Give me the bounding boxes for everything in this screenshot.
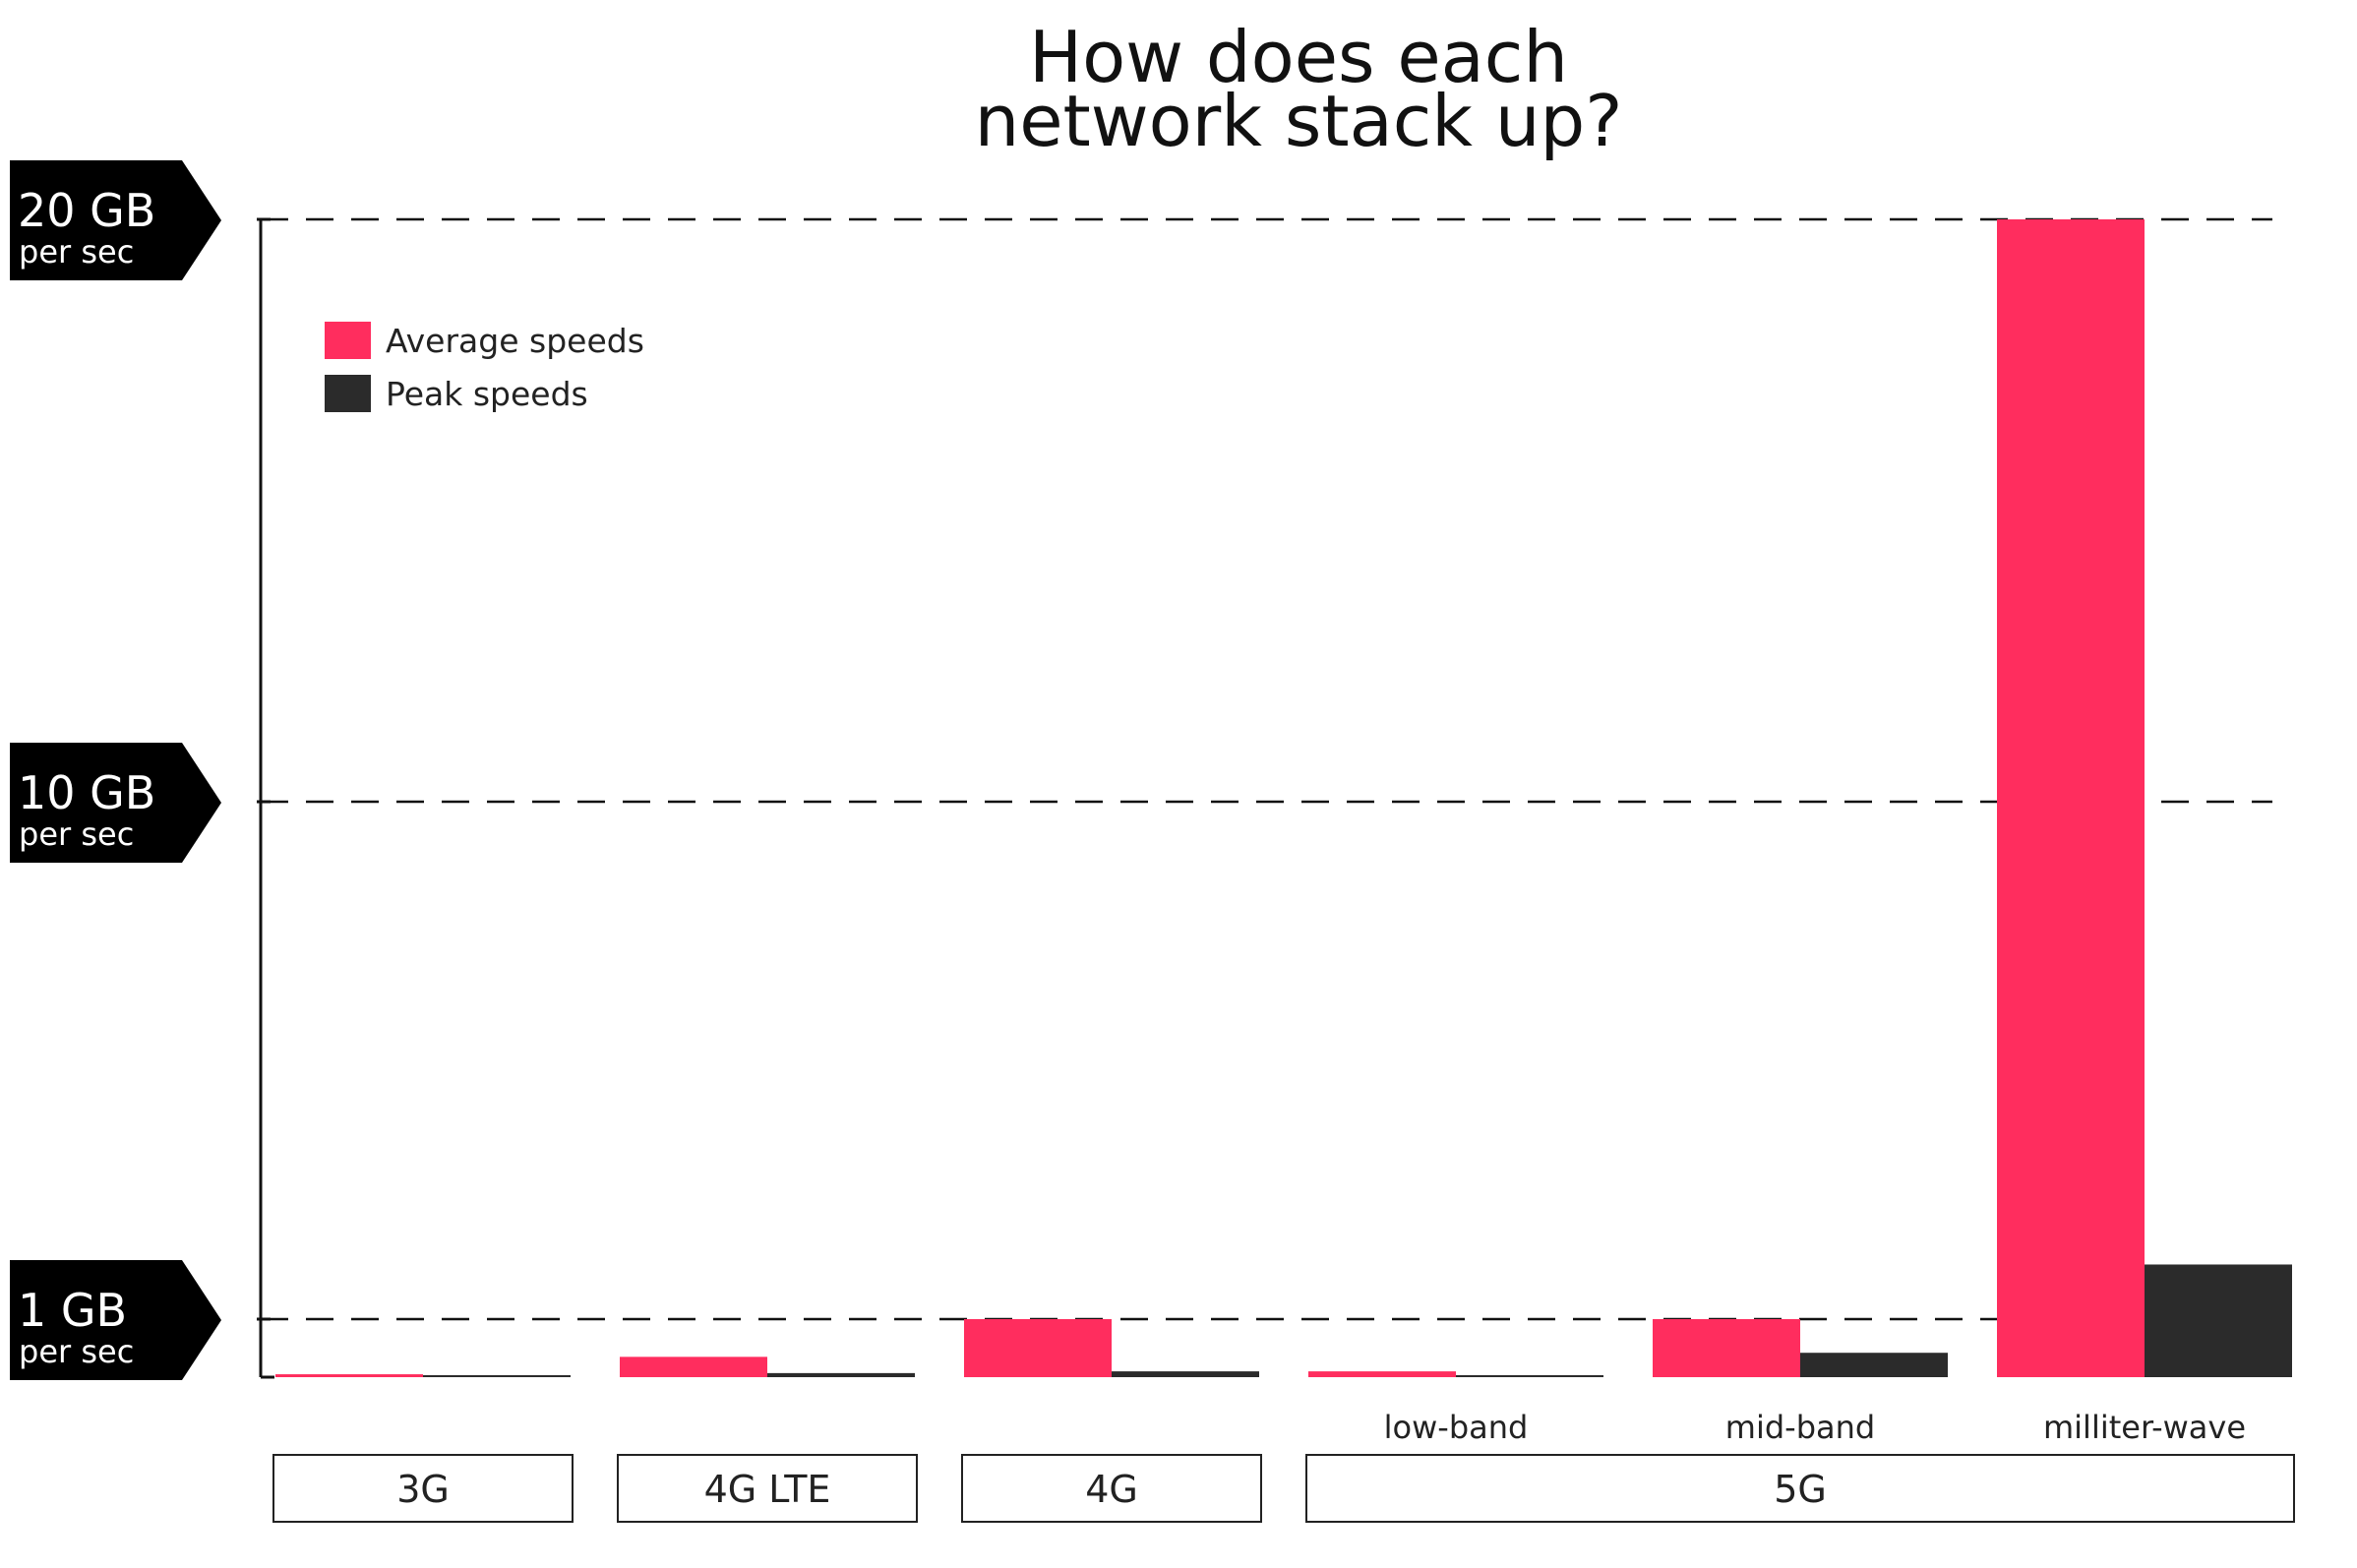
y-axis	[257, 217, 274, 1379]
bar-average-speeds-3g	[275, 1374, 423, 1377]
group-box-4g-lte: 4G LTE	[617, 1454, 918, 1523]
group-label-4g-lte: 4G LTE	[704, 1468, 831, 1511]
group-box-border	[961, 1454, 1262, 1523]
group-label-3g: 3G	[396, 1468, 450, 1511]
y-tag-value: 1 GB	[18, 1284, 127, 1337]
x-sub-label-low-band: low-band	[1384, 1409, 1529, 1446]
bar-average-speeds-5g-low-band	[1308, 1371, 1456, 1377]
bar-peak-speeds-5g-mid-band	[1800, 1353, 1948, 1377]
legend: Average speeds Peak speeds	[325, 322, 644, 413]
group-box-3g: 3G	[272, 1454, 574, 1523]
group-box-border	[272, 1454, 574, 1523]
bar-peak-speeds-5g-milliter-wave	[2145, 1264, 2292, 1377]
gridlines	[261, 217, 2272, 1321]
group-label-5g: 5G	[1774, 1468, 1827, 1511]
y-tag-unit: per sec	[19, 1333, 134, 1370]
y-tag-value: 20 GB	[18, 184, 155, 237]
x-sub-label-mid-band: mid-band	[1725, 1409, 1875, 1446]
x-sub-label-milliter-wave: milliter-wave	[2043, 1409, 2246, 1446]
y-tag-unit: per sec	[19, 815, 134, 853]
group-box-4g: 4G	[961, 1454, 1262, 1523]
bar-average-speeds-5g-mid-band	[1653, 1319, 1800, 1377]
legend-swatch-peak-speeds	[325, 375, 371, 412]
chart-title: How does each network stack up?	[975, 16, 1623, 162]
y-tag-arrow-shape	[10, 1260, 221, 1380]
y-tag-value: 10 GB	[18, 766, 155, 819]
y-tag-arrow-shape	[10, 743, 221, 863]
x-axis-labels: low-band mid-band milliter-wave 3G 4G LTE 4G 5…	[272, 1409, 2295, 1523]
group-label-4g: 4G	[1085, 1468, 1138, 1511]
y-tag-unit: per sec	[19, 233, 134, 271]
legend-label-average-speeds: Average speeds	[386, 322, 644, 360]
bars	[275, 219, 2292, 1377]
bar-peak-speeds-4g	[1112, 1371, 1259, 1377]
y-tag-arrow-shape	[10, 160, 221, 280]
group-box-border	[1305, 1454, 2295, 1523]
group-box-5g: 5G	[1305, 1454, 2295, 1523]
bar-peak-speeds-5g-low-band	[1456, 1375, 1603, 1377]
legend-swatch-average-speeds	[325, 322, 371, 359]
bar-peak-speeds-4g-lte	[767, 1372, 915, 1377]
bar-average-speeds-4g	[964, 1319, 1112, 1377]
legend-label-peak-speeds: Peak speeds	[386, 375, 588, 413]
bar-average-speeds-5g-milliter-wave	[1997, 219, 2145, 1377]
group-box-border	[617, 1454, 918, 1523]
bar-peak-speeds-3g	[423, 1375, 571, 1377]
chart-title-line-1: How does each	[1029, 16, 1568, 98]
bar-average-speeds-4g-lte	[620, 1357, 767, 1377]
chart-title-line-2: network stack up?	[975, 80, 1623, 162]
